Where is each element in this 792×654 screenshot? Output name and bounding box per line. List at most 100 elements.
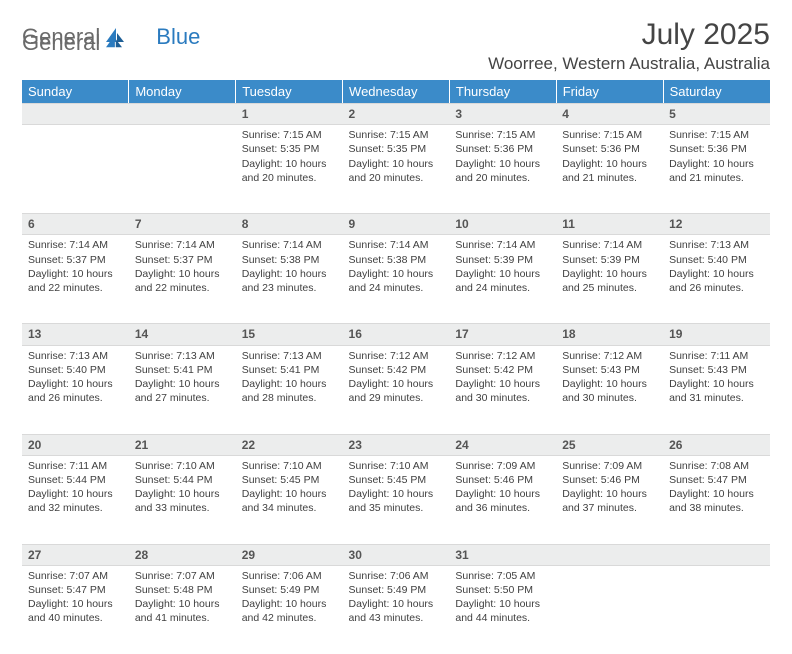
day-number-row: 6789101112 [22,213,770,235]
daylight-line: Daylight: 10 hours and 20 minutes. [455,157,550,185]
day-number: 22 [236,434,343,456]
daylight-line: Daylight: 10 hours and 41 minutes. [135,597,230,625]
daylight-line: Daylight: 10 hours and 35 minutes. [349,487,444,515]
sunrise-line: Sunrise: 7:13 AM [28,349,123,363]
day-cell: Sunrise: 7:09 AMSunset: 5:46 PMDaylight:… [449,456,556,522]
weekday-header: Thursday [449,80,556,103]
day-content-row: Sunrise: 7:15 AMSunset: 5:35 PMDaylight:… [22,125,770,213]
day-content-row: Sunrise: 7:14 AMSunset: 5:37 PMDaylight:… [22,235,770,323]
day-cell: Sunrise: 7:14 AMSunset: 5:39 PMDaylight:… [449,235,556,301]
month-title: July 2025 [488,18,770,52]
sunset-line: Sunset: 5:43 PM [562,363,657,377]
day-number: 25 [556,434,663,456]
sunset-line: Sunset: 5:37 PM [135,253,230,267]
day-number: 20 [22,434,129,456]
day-number: 10 [449,213,556,235]
location-text: Woorree, Western Australia, Australia [488,54,770,74]
day-cell: Sunrise: 7:15 AMSunset: 5:36 PMDaylight:… [663,125,770,191]
sunrise-line: Sunrise: 7:15 AM [455,128,550,142]
sunset-line: Sunset: 5:37 PM [28,253,123,267]
sunrise-line: Sunrise: 7:06 AM [242,569,337,583]
daylight-line: Daylight: 10 hours and 38 minutes. [669,487,764,515]
sunrise-line: Sunrise: 7:15 AM [242,128,337,142]
daylight-line: Daylight: 10 hours and 23 minutes. [242,267,337,295]
daylight-line: Daylight: 10 hours and 22 minutes. [135,267,230,295]
sunrise-line: Sunrise: 7:13 AM [242,349,337,363]
day-number: 11 [556,213,663,235]
daylight-line: Daylight: 10 hours and 26 minutes. [669,267,764,295]
day-number: 12 [663,213,770,235]
day-cell: Sunrise: 7:14 AMSunset: 5:38 PMDaylight:… [343,235,450,301]
weekday-header: Friday [556,80,663,103]
daylight-line: Daylight: 10 hours and 30 minutes. [562,377,657,405]
daylight-line: Daylight: 10 hours and 44 minutes. [455,597,550,625]
sunset-line: Sunset: 5:42 PM [455,363,550,377]
day-cell: Sunrise: 7:09 AMSunset: 5:46 PMDaylight:… [556,456,663,522]
day-number: 26 [663,434,770,456]
day-cell: Sunrise: 7:06 AMSunset: 5:49 PMDaylight:… [236,566,343,632]
day-number: 8 [236,213,343,235]
sunrise-line: Sunrise: 7:10 AM [135,459,230,473]
sunrise-line: Sunrise: 7:11 AM [28,459,123,473]
sunset-line: Sunset: 5:41 PM [135,363,230,377]
sunrise-line: Sunrise: 7:10 AM [349,459,444,473]
day-cell: Sunrise: 7:10 AMSunset: 5:45 PMDaylight:… [343,456,450,522]
sunrise-line: Sunrise: 7:05 AM [455,569,550,583]
sunrise-line: Sunrise: 7:09 AM [455,459,550,473]
daylight-line: Daylight: 10 hours and 22 minutes. [28,267,123,295]
sunset-line: Sunset: 5:45 PM [349,473,444,487]
daylight-line: Daylight: 10 hours and 32 minutes. [28,487,123,515]
sunset-line: Sunset: 5:46 PM [455,473,550,487]
logo-abs: General Blue [22,30,200,56]
day-cell: Sunrise: 7:06 AMSunset: 5:49 PMDaylight:… [343,566,450,632]
sunset-line: Sunset: 5:39 PM [455,253,550,267]
sunset-line: Sunset: 5:47 PM [669,473,764,487]
sunrise-line: Sunrise: 7:14 AM [135,238,230,252]
logo-sail-icon-2 [104,33,124,54]
daylight-line: Daylight: 10 hours and 21 minutes. [562,157,657,185]
daylight-line: Daylight: 10 hours and 43 minutes. [349,597,444,625]
day-content-row: Sunrise: 7:11 AMSunset: 5:44 PMDaylight:… [22,456,770,544]
sunrise-line: Sunrise: 7:09 AM [562,459,657,473]
day-cell: Sunrise: 7:12 AMSunset: 5:42 PMDaylight:… [343,346,450,412]
daylight-line: Daylight: 10 hours and 40 minutes. [28,597,123,625]
daylight-line: Daylight: 10 hours and 37 minutes. [562,487,657,515]
day-number: 2 [343,103,450,125]
day-number-empty [663,544,770,566]
daylight-line: Daylight: 10 hours and 33 minutes. [135,487,230,515]
sunrise-line: Sunrise: 7:14 AM [349,238,444,252]
day-cell: Sunrise: 7:15 AMSunset: 5:35 PMDaylight:… [343,125,450,191]
weekday-header: Tuesday [236,80,343,103]
sunset-line: Sunset: 5:35 PM [242,142,337,156]
day-number: 18 [556,323,663,345]
weekday-header: Wednesday [343,80,450,103]
day-cell: Sunrise: 7:12 AMSunset: 5:42 PMDaylight:… [449,346,556,412]
day-content-row: Sunrise: 7:07 AMSunset: 5:47 PMDaylight:… [22,566,770,654]
day-number-empty [22,103,129,125]
day-cell: Sunrise: 7:07 AMSunset: 5:48 PMDaylight:… [129,566,236,632]
day-cell: Sunrise: 7:10 AMSunset: 5:44 PMDaylight:… [129,456,236,522]
sunrise-line: Sunrise: 7:14 AM [242,238,337,252]
sunrise-line: Sunrise: 7:14 AM [455,238,550,252]
day-cell: Sunrise: 7:13 AMSunset: 5:41 PMDaylight:… [129,346,236,412]
sunrise-line: Sunrise: 7:06 AM [349,569,444,583]
daylight-line: Daylight: 10 hours and 31 minutes. [669,377,764,405]
daylight-line: Daylight: 10 hours and 30 minutes. [455,377,550,405]
sunrise-line: Sunrise: 7:15 AM [349,128,444,142]
daylight-line: Daylight: 10 hours and 26 minutes. [28,377,123,405]
sunrise-line: Sunrise: 7:07 AM [135,569,230,583]
daylight-line: Daylight: 10 hours and 25 minutes. [562,267,657,295]
day-number: 5 [663,103,770,125]
sunset-line: Sunset: 5:46 PM [562,473,657,487]
weekday-header-row: SundayMondayTuesdayWednesdayThursdayFrid… [22,80,770,103]
day-cell: Sunrise: 7:12 AMSunset: 5:43 PMDaylight:… [556,346,663,412]
day-number: 14 [129,323,236,345]
sunrise-line: Sunrise: 7:14 AM [28,238,123,252]
sunset-line: Sunset: 5:49 PM [242,583,337,597]
daylight-line: Daylight: 10 hours and 21 minutes. [669,157,764,185]
sunset-line: Sunset: 5:49 PM [349,583,444,597]
day-cell: Sunrise: 7:07 AMSunset: 5:47 PMDaylight:… [22,566,129,632]
sunset-line: Sunset: 5:36 PM [455,142,550,156]
daylight-line: Daylight: 10 hours and 28 minutes. [242,377,337,405]
day-cell: Sunrise: 7:15 AMSunset: 5:36 PMDaylight:… [449,125,556,191]
